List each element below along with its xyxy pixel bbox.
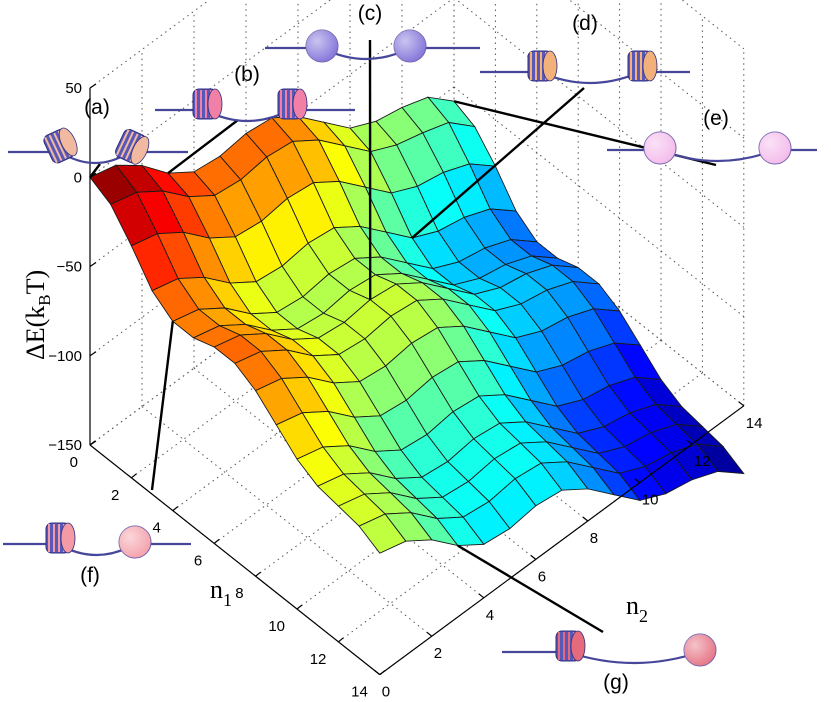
z-tick-mark xyxy=(90,84,96,88)
x-tick-label: 12 xyxy=(310,651,327,668)
dna-strand xyxy=(8,152,188,163)
panel-label: (e) xyxy=(703,107,729,130)
nucleosome-highlight xyxy=(119,526,151,558)
x-tick-label: 14 xyxy=(351,684,368,697)
panel-label: (g) xyxy=(603,671,629,694)
nucleosome-highlight xyxy=(684,634,716,666)
panel-a: (a) xyxy=(8,96,188,177)
nucleosome-face xyxy=(643,51,657,81)
panel-label: (c) xyxy=(358,2,383,25)
leader-line xyxy=(152,321,173,490)
x-tick-mark xyxy=(131,474,136,478)
x-tick-mark xyxy=(90,441,95,445)
nucleosome-highlight xyxy=(759,132,791,164)
x-tick-label: 0 xyxy=(70,454,78,471)
x-tick-label: 6 xyxy=(194,552,202,569)
y-tick-label: 4 xyxy=(486,607,494,624)
y-tick-label: 8 xyxy=(590,530,598,547)
leader-line xyxy=(458,546,603,632)
y-tick-mark xyxy=(479,594,484,598)
y-axis-label: n2 xyxy=(626,591,648,626)
z-tick-label: −50 xyxy=(57,259,82,276)
y-tick-mark xyxy=(739,402,744,406)
nucleosome-face xyxy=(543,51,557,81)
panel-label: (b) xyxy=(234,63,260,86)
nucleosome-icon xyxy=(114,128,153,167)
panel-g: (g) xyxy=(458,546,716,694)
x-tick-mark xyxy=(338,638,343,642)
nucleosome-icon xyxy=(528,51,557,81)
dna-strand xyxy=(3,544,191,555)
x-tick-mark xyxy=(214,539,219,543)
panel-label: (d) xyxy=(572,12,598,35)
x-tick-label: 10 xyxy=(268,618,285,635)
y-tick-label: 12 xyxy=(694,453,711,470)
nucleosome-face xyxy=(61,523,75,553)
z-tick-label: 0 xyxy=(74,169,82,186)
y-tick-label: 14 xyxy=(746,415,763,432)
dna-strand xyxy=(155,110,355,121)
grid-line xyxy=(454,0,744,49)
x-tick-mark xyxy=(173,507,178,511)
y-tick-mark xyxy=(583,517,588,521)
nucleosome-face xyxy=(208,89,222,119)
panel-label: (a) xyxy=(84,96,110,119)
nucleosome-icon xyxy=(193,89,222,119)
x-tick-mark xyxy=(297,605,302,609)
nucleosome-face xyxy=(293,89,307,119)
nucleosome-icon xyxy=(278,89,307,119)
x-tick-mark xyxy=(256,572,261,576)
x-tick-label: 8 xyxy=(235,585,243,602)
grid-line xyxy=(454,0,744,138)
panel-label: (f) xyxy=(80,564,100,587)
z-axis-label: ΔE(kBT) xyxy=(21,270,54,360)
z-tick-label: −100 xyxy=(48,348,82,365)
y-tick-label: 10 xyxy=(642,492,659,509)
z-tick-label: −150 xyxy=(48,437,82,454)
dna-strand xyxy=(502,652,712,663)
y-tick-label: 0 xyxy=(382,684,390,697)
nucleosome-face xyxy=(571,631,585,661)
y-tick-label: 6 xyxy=(538,568,546,585)
y-tick-label: 2 xyxy=(434,645,442,662)
x-tick-mark xyxy=(380,671,385,675)
nucleosome-highlight xyxy=(644,132,676,164)
x-tick-label: 2 xyxy=(111,487,119,504)
z-tick-mark xyxy=(90,352,96,356)
z-tick-mark xyxy=(90,263,96,267)
x-axis-label: n1 xyxy=(210,575,232,610)
nucleosome-highlight xyxy=(306,30,338,62)
nucleosome-icon xyxy=(556,631,585,661)
z-tick-label: 50 xyxy=(65,80,82,97)
dna-strand xyxy=(265,48,480,59)
nucleosome-highlight xyxy=(394,30,426,62)
y-tick-mark xyxy=(427,632,432,636)
nucleosome-icon xyxy=(46,523,75,553)
dna-strand xyxy=(480,72,690,83)
surface-mesh xyxy=(90,97,744,553)
y-tick-mark xyxy=(375,671,380,675)
x-tick-label: 4 xyxy=(152,520,160,537)
y-tick-mark xyxy=(531,555,536,559)
nucleosome-icon xyxy=(628,51,657,81)
